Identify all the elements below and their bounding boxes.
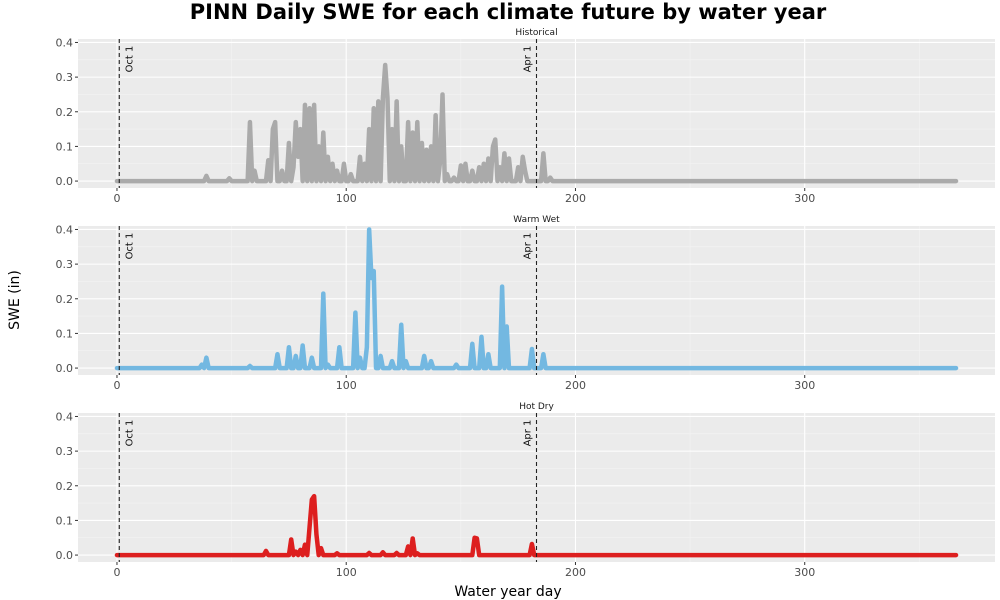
x-tick-label: 0 (113, 379, 120, 392)
y-tick-label: 0.4 (56, 36, 74, 49)
y-tick-label: 0.1 (56, 514, 74, 527)
reference-line-label: Apr 1 (523, 233, 534, 260)
panels-layer: Historical 0.0 0.1 0.2 0.3 0.4 0 100 200 300 Oct 1… (56, 28, 995, 579)
y-tick-label: 0.4 (56, 223, 74, 236)
x-tick-label: 0 (113, 192, 120, 205)
x-tick-label: 200 (565, 566, 586, 579)
panel-strip-label: Hot Dry (519, 402, 554, 412)
y-tick-label: 0.0 (56, 549, 74, 562)
x-tick-label: 200 (565, 192, 586, 205)
x-tick-label: 100 (336, 379, 357, 392)
chart-title: PINN Daily SWE for each climate future b… (190, 0, 827, 24)
x-tick-label: 300 (794, 379, 815, 392)
y-tick-label: 0.2 (56, 480, 74, 493)
panel-warm-wet: Warm Wet 0.0 0.1 0.2 0.3 0.4 0 100 200 300 Oct 1 Ap… (56, 215, 995, 392)
y-tick-label: 0.3 (56, 71, 74, 84)
y-tick-label: 0.0 (56, 175, 74, 188)
x-tick-label: 100 (336, 566, 357, 579)
y-tick-label: 0.4 (56, 410, 74, 423)
reference-line-label: Oct 1 (124, 233, 135, 260)
reference-line-label: Oct 1 (124, 46, 135, 73)
reference-line-label: Apr 1 (523, 46, 534, 73)
panel-historical: Historical 0.0 0.1 0.2 0.3 0.4 0 100 200 300 Oct 1… (56, 28, 995, 205)
y-tick-label: 0.0 (56, 362, 74, 375)
y-axis-label: SWE (in) (7, 270, 23, 330)
reference-line-label: Oct 1 (124, 420, 135, 447)
panel-strip-label: Warm Wet (513, 215, 560, 225)
panel-strip-label: Historical (515, 28, 557, 38)
y-tick-label: 0.1 (56, 327, 74, 340)
y-tick-label: 0.3 (56, 445, 74, 458)
x-tick-label: 0 (113, 566, 120, 579)
reference-line-label: Apr 1 (523, 420, 534, 447)
x-tick-label: 100 (336, 192, 357, 205)
x-tick-label: 300 (794, 192, 815, 205)
y-tick-label: 0.2 (56, 293, 74, 306)
y-tick-label: 0.1 (56, 140, 74, 153)
panel-hot-dry: Hot Dry 0.0 0.1 0.2 0.3 0.4 0 100 200 300 Oct 1 Apr… (56, 402, 995, 579)
y-tick-label: 0.3 (56, 258, 74, 271)
x-tick-label: 200 (565, 379, 586, 392)
x-axis-label: Water year day (454, 584, 561, 600)
y-tick-label: 0.2 (56, 106, 74, 119)
x-tick-label: 300 (794, 566, 815, 579)
